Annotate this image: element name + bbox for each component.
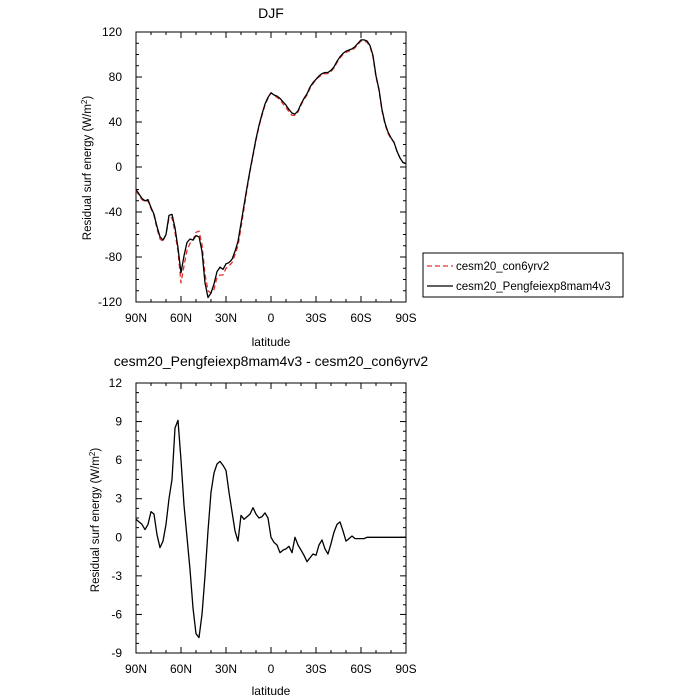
bottom-plot-area: 90N 60N 30N 0 30S 60S 90S 12 9 6 3 0 -3 -6 -9 xyxy=(109,376,417,676)
top-y-tick-label: 80 xyxy=(109,70,123,84)
top-x-tick-label: 60N xyxy=(170,311,192,325)
bottom-x-axis-label: latitude xyxy=(252,684,291,698)
bottom-panel: cesm20_Pengfeiexp8mam4v3 - cesm20_con6yr… xyxy=(88,353,428,698)
legend: cesm20_con6yrv2 cesm20_Pengfeiexp8mam4v3 xyxy=(422,252,624,298)
top-x-axis-label: latitude xyxy=(252,335,291,349)
bottom-y-tick-label: -9 xyxy=(111,646,122,660)
top-y-tick-label: 0 xyxy=(115,160,122,174)
top-x-tick-label: 0 xyxy=(268,311,275,325)
top-x-tick-label: 30N xyxy=(215,311,237,325)
bottom-x-tick-label: 90N xyxy=(125,662,147,676)
top-x-tick-label: 90S xyxy=(395,311,416,325)
bottom-y-tick-label: -3 xyxy=(111,569,122,583)
bottom-x-tick-label: 0 xyxy=(268,662,275,676)
top-x-tick-label: 30S xyxy=(305,311,326,325)
top-y-tick-label: -40 xyxy=(105,205,123,219)
bottom-y-axis-label: Residual surf energy (W/m2) xyxy=(88,448,102,593)
top-y-tick-label: 40 xyxy=(109,115,123,129)
bottom-y-tick-label: -6 xyxy=(111,607,122,621)
legend-label-cesm20-pengfeiexp8mam4v3: cesm20_Pengfeiexp8mam4v3 xyxy=(456,281,611,293)
bottom-x-tick-label: 30N xyxy=(215,662,237,676)
bottom-y-tick-label: 12 xyxy=(109,376,123,390)
top-series-line-cesm20-con6yrv2 xyxy=(135,40,407,294)
top-x-tick-label: 90N xyxy=(125,311,147,325)
top-series-line-cesm20-pengfeiexp8mam4v3 xyxy=(135,39,407,299)
top-x-tick-label: 60S xyxy=(350,311,371,325)
top-chart-title: DJF xyxy=(258,5,284,21)
top-y-axis-label: Residual surf energy (W/m2) xyxy=(80,96,94,241)
bottom-x-tick-label: 60S xyxy=(350,662,371,676)
legend-box xyxy=(422,252,624,298)
bottom-y-tick-label: 9 xyxy=(115,415,122,429)
top-y-tick-label: -80 xyxy=(105,250,123,264)
bottom-y-tick-label: 3 xyxy=(115,492,122,506)
bottom-x-tick-label: 90S xyxy=(395,662,416,676)
bottom-x-tick-label: 30S xyxy=(305,662,326,676)
top-y-tick-label: 120 xyxy=(102,25,122,39)
legend-label-cesm20-con6yrv2: cesm20_con6yrv2 xyxy=(456,261,549,273)
bottom-y-tick-label: 0 xyxy=(115,530,122,544)
bottom-x-tick-label: 60N xyxy=(170,662,192,676)
bottom-series-line-difference xyxy=(135,419,406,639)
bottom-y-tick-label: 6 xyxy=(115,453,122,467)
top-panel: DJF 90N 60N 30N 0 30S 60S 90S 120 80 40 0 -40 -80 -12… xyxy=(80,5,624,349)
top-plot-frame xyxy=(135,31,407,303)
bottom-chart-title: cesm20_Pengfeiexp8mam4v3 - cesm20_con6yr… xyxy=(114,353,429,369)
top-y-tick-label: -120 xyxy=(98,295,122,309)
top-plot-area: 90N 60N 30N 0 30S 60S 90S 120 80 40 0 -40 -80 -120 xyxy=(98,25,417,325)
